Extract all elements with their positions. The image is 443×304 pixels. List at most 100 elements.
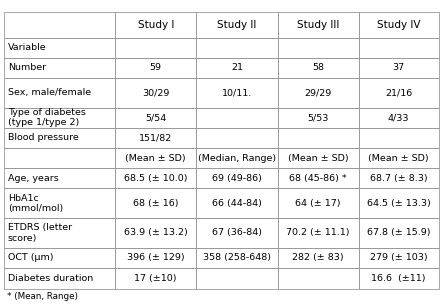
Bar [4, 37, 115, 58]
Text: 64 (± 17): 64 (± 17) [295, 199, 341, 208]
Text: Diabetes duration: Diabetes duration [8, 274, 93, 283]
Bar [4, 108, 115, 128]
Bar [359, 168, 439, 188]
Bar [196, 268, 277, 289]
Bar [4, 78, 115, 108]
Text: 37: 37 [392, 63, 405, 72]
Bar [196, 12, 277, 37]
Bar [115, 108, 196, 128]
Text: ETDRS (letter
score): ETDRS (letter score) [8, 223, 72, 243]
Text: 279 (± 103): 279 (± 103) [370, 253, 427, 262]
Text: (Mean ± SD): (Mean ± SD) [288, 154, 348, 163]
Bar [277, 12, 359, 37]
Text: Sex, male/female: Sex, male/female [8, 88, 91, 97]
Bar [4, 188, 115, 218]
Bar [196, 168, 277, 188]
Bar [4, 12, 115, 37]
Bar [359, 218, 439, 248]
Bar [277, 37, 359, 58]
Bar [196, 58, 277, 78]
Text: 396 (± 129): 396 (± 129) [127, 253, 185, 262]
Bar [359, 108, 439, 128]
Bar [115, 128, 196, 148]
Text: HbA1c
(mmol/mol): HbA1c (mmol/mol) [8, 194, 63, 213]
Text: Blood pressure: Blood pressure [8, 133, 79, 142]
Bar [4, 248, 115, 268]
Text: Study III: Study III [297, 20, 339, 30]
Text: 16.6  (±11): 16.6 (±11) [371, 274, 426, 283]
Text: 151/82: 151/82 [139, 133, 172, 142]
Text: Type of diabetes
(type 1/type 2): Type of diabetes (type 1/type 2) [8, 108, 86, 127]
Bar [115, 218, 196, 248]
Text: OCT (μm): OCT (μm) [8, 253, 54, 262]
Text: Study II: Study II [217, 20, 256, 30]
Text: 10/11.: 10/11. [222, 88, 252, 97]
Bar [196, 128, 277, 148]
Bar [277, 248, 359, 268]
Bar [115, 248, 196, 268]
Text: 66 (44-84): 66 (44-84) [212, 199, 262, 208]
Bar [277, 128, 359, 148]
Bar [115, 168, 196, 188]
Bar [359, 78, 439, 108]
Bar [359, 37, 439, 58]
Bar [115, 268, 196, 289]
Bar [277, 268, 359, 289]
Bar [115, 148, 196, 168]
Bar [277, 148, 359, 168]
Text: 282 (± 83): 282 (± 83) [292, 253, 344, 262]
Bar [4, 58, 115, 78]
Bar [277, 218, 359, 248]
Bar [196, 188, 277, 218]
Bar [277, 78, 359, 108]
Text: 17 (±10): 17 (±10) [135, 274, 177, 283]
Bar [359, 128, 439, 148]
Bar [115, 37, 196, 58]
Text: Age, years: Age, years [8, 174, 58, 183]
Bar [115, 188, 196, 218]
Bar [196, 218, 277, 248]
Bar [4, 218, 115, 248]
Bar [359, 58, 439, 78]
Text: 30/29: 30/29 [142, 88, 169, 97]
Text: 67 (36-84): 67 (36-84) [212, 228, 262, 237]
Text: 21: 21 [231, 63, 243, 72]
Bar [4, 148, 115, 168]
Text: 63.9 (± 13.2): 63.9 (± 13.2) [124, 228, 187, 237]
Bar [359, 248, 439, 268]
Bar [115, 58, 196, 78]
Bar [4, 128, 115, 148]
Bar [4, 268, 115, 289]
Text: Variable: Variable [8, 43, 47, 52]
Text: 358 (258-648): 358 (258-648) [203, 253, 271, 262]
Text: Number: Number [8, 63, 46, 72]
Bar [196, 108, 277, 128]
Bar [115, 12, 196, 37]
Bar [359, 268, 439, 289]
Text: Study IV: Study IV [377, 20, 420, 30]
Text: 68.7 (± 8.3): 68.7 (± 8.3) [370, 174, 427, 183]
Bar [196, 37, 277, 58]
Text: 21/16: 21/16 [385, 88, 412, 97]
Bar [277, 188, 359, 218]
Text: 4/33: 4/33 [388, 113, 409, 122]
Bar [115, 78, 196, 108]
Text: 68 (45-86) *: 68 (45-86) * [289, 174, 347, 183]
Text: 68.5 (± 10.0): 68.5 (± 10.0) [124, 174, 187, 183]
Bar [359, 188, 439, 218]
Bar [277, 58, 359, 78]
Text: 70.2 (± 11.1): 70.2 (± 11.1) [286, 228, 350, 237]
Text: 29/29: 29/29 [304, 88, 332, 97]
Text: 68 (± 16): 68 (± 16) [133, 199, 179, 208]
Bar [196, 148, 277, 168]
Bar [277, 168, 359, 188]
Bar [359, 148, 439, 168]
Text: 69 (49-86): 69 (49-86) [212, 174, 262, 183]
Bar [196, 78, 277, 108]
Bar [359, 12, 439, 37]
Text: (Median, Range): (Median, Range) [198, 154, 276, 163]
Bar [4, 168, 115, 188]
Text: (Mean ± SD): (Mean ± SD) [125, 154, 186, 163]
Text: 5/53: 5/53 [307, 113, 329, 122]
Text: 58: 58 [312, 63, 324, 72]
